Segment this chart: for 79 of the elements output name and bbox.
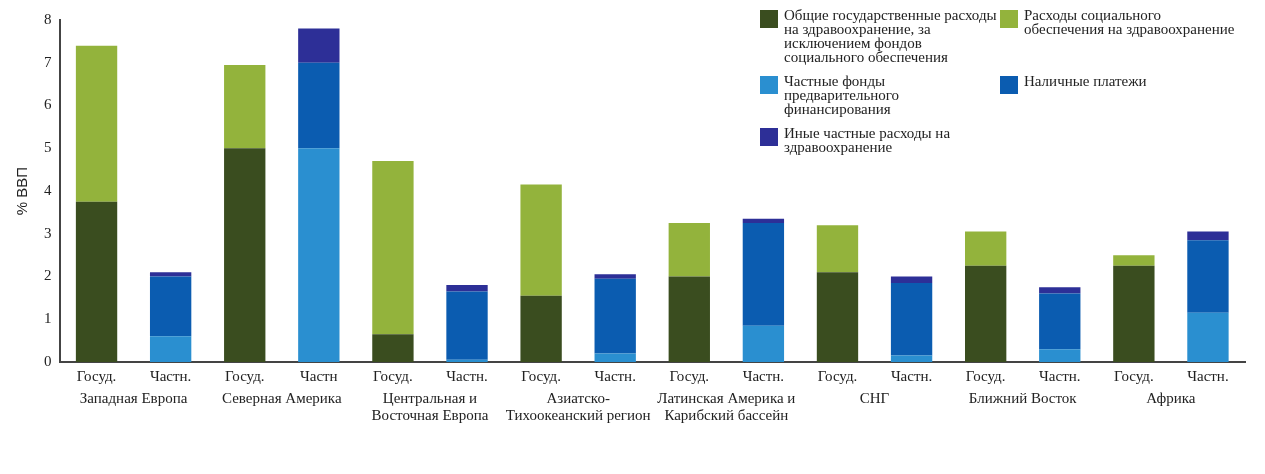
- x-tick-label: Госуд.: [965, 367, 1006, 384]
- text: СНГ: [858, 390, 891, 407]
- y-tick-label: 3: [44, 224, 52, 241]
- x-tick-label: Частн.: [1187, 367, 1229, 384]
- bar: [1039, 293, 1081, 350]
- bar: [446, 359, 488, 362]
- bar: [965, 231, 1007, 266]
- bar: [816, 225, 859, 273]
- bar: [742, 325, 785, 362]
- y-tick-label: 2: [44, 267, 52, 284]
- y-tick-label: 0: [44, 352, 52, 369]
- bar: [446, 291, 488, 360]
- x-tick-label: Частн.: [594, 367, 636, 384]
- text: Центральная и Восточная Европа: [370, 390, 490, 424]
- x-tick-label: Частн.: [1039, 367, 1081, 384]
- x-tick-label: Госуд.: [373, 367, 413, 384]
- text: Западная Европа: [78, 390, 189, 407]
- bar: [149, 272, 192, 277]
- bar: [594, 353, 636, 362]
- y-tick-label: 8: [44, 10, 52, 27]
- bar: [149, 276, 192, 337]
- bar: [1039, 287, 1081, 294]
- legend-label: Частные фонды предварительного финансирования: [784, 73, 901, 117]
- y-axis-title: % ВВП: [13, 166, 31, 216]
- bar: [372, 334, 414, 362]
- legend-label: Расходы социального обеспечения на здравоохранение: [1024, 7, 1236, 37]
- bar: [890, 282, 933, 356]
- legend-label: Общие государственные расходы на здравоохранение, за исключением фондов социального обеспечения: [784, 7, 998, 65]
- x-tick-label: Частн.: [742, 367, 785, 384]
- text: Азиатско-Тихоокеанский регион: [504, 390, 652, 424]
- y-tick-label: 7: [44, 53, 52, 70]
- legend-label: Иные частные расходы на здравоохранение: [784, 125, 952, 155]
- bar: [742, 218, 785, 224]
- bar: [372, 161, 414, 335]
- x-tick-label: Частн.: [890, 367, 933, 384]
- bar: [1039, 349, 1081, 362]
- bar: [1187, 231, 1229, 241]
- x-tick-label: Госуд.: [669, 367, 710, 384]
- y-tick-label: 6: [44, 96, 52, 113]
- x-tick-label: Частн: [300, 367, 338, 384]
- x-tick-label: Госуд.: [224, 367, 265, 384]
- x-tick-label: Госуд.: [817, 367, 858, 384]
- x-tick-label: Госуд.: [76, 367, 117, 384]
- text: Северная Америка: [221, 390, 343, 407]
- bar: [446, 285, 488, 292]
- bar: [224, 64, 266, 149]
- bar: [149, 336, 192, 362]
- text: Африка: [1145, 390, 1197, 407]
- bar: [594, 278, 636, 354]
- bar: [1187, 240, 1229, 313]
- y-tick-label: 5: [44, 139, 52, 156]
- bar: [298, 28, 340, 63]
- bar: [75, 201, 118, 362]
- text: Ближний Восток: [967, 390, 1078, 407]
- bar: [668, 223, 710, 277]
- bar: [742, 223, 785, 326]
- bar: [816, 272, 859, 362]
- bar: [1113, 265, 1155, 362]
- bar: [1187, 312, 1229, 362]
- bar: [668, 276, 710, 362]
- legend-label: Наличные платежи: [1024, 73, 1147, 89]
- bar: [594, 274, 636, 279]
- bar: [520, 184, 562, 296]
- bar: [890, 276, 933, 283]
- x-tick-label: Госуд.: [521, 367, 561, 384]
- x-tick-label: Госуд.: [1114, 367, 1154, 384]
- y-tick-label: 4: [44, 181, 52, 198]
- bar: [890, 355, 933, 362]
- bar: [224, 148, 266, 362]
- bar: [75, 45, 118, 202]
- bar: [1113, 255, 1155, 266]
- y-tick-label: 1: [44, 310, 52, 327]
- bar: [965, 265, 1007, 362]
- text: Латинская Америка и Карибский бассейн: [656, 390, 797, 424]
- x-tick-label: Частн.: [446, 367, 488, 384]
- bar: [520, 295, 562, 362]
- x-tick-label: Частн.: [149, 367, 192, 384]
- bar: [298, 148, 340, 362]
- bar: [298, 62, 340, 149]
